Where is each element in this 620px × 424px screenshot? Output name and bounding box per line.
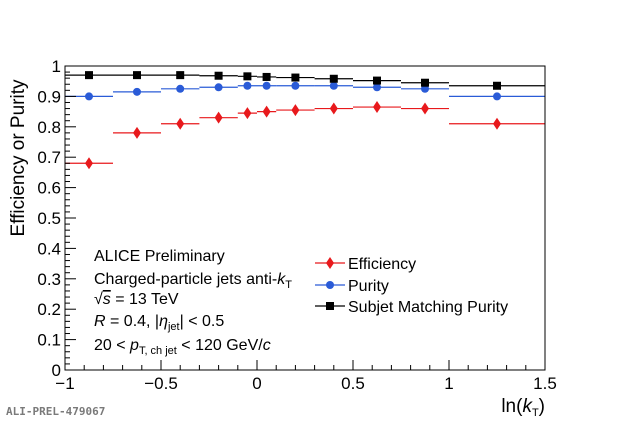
- data-point: [214, 83, 223, 92]
- data-point: [85, 71, 93, 80]
- data-point: [373, 101, 381, 114]
- info-line-pt: 20 < pT, ch jet < 120 GeV/c: [94, 337, 271, 357]
- data-point: [421, 84, 429, 93]
- data-point: [214, 71, 223, 80]
- data-point: [133, 87, 141, 96]
- info-text-block: ALICE Preliminary Charged-particle jets …: [94, 248, 292, 357]
- data-point: [176, 84, 185, 93]
- info-line-collaboration: ALICE Preliminary: [94, 248, 225, 265]
- data-point: [176, 117, 185, 130]
- y-tick-label: 0.7: [37, 148, 61, 167]
- legend-entry-purity: Purity: [315, 278, 389, 295]
- legend-label-subjet: Subjet Matching Purity: [348, 299, 508, 316]
- legend-marker-efficiency: [326, 257, 334, 269]
- series-efficiency: [65, 101, 545, 170]
- data-point: [493, 92, 501, 101]
- data-point: [133, 126, 141, 139]
- data-point: [329, 81, 338, 90]
- data-point: [291, 73, 300, 82]
- legend-label-purity: Purity: [348, 278, 389, 295]
- data-point: [373, 76, 381, 85]
- legend: Efficiency Purity Subjet Matching Purity: [315, 256, 508, 316]
- x-tick-label: 1: [444, 374, 453, 393]
- preliminary-credit: ALI-PREL-479067: [6, 405, 106, 418]
- axes: [64, 65, 546, 371]
- x-tick-label: 0.5: [341, 374, 365, 393]
- data-point: [85, 92, 93, 101]
- data-point: [291, 81, 300, 90]
- legend-entry-efficiency: Efficiency: [315, 256, 416, 273]
- y-tick-label: 0.3: [37, 270, 61, 289]
- y-tick-label: 0.1: [37, 331, 61, 350]
- tick-labels: −1 −0.5 0 0.5 1 1.5 0 0.1 0.2 0.3 0.4 0.5 0.6 0.7 0.8 0…: [37, 57, 556, 393]
- info-line-energy: √s = 13 TeV: [94, 291, 179, 308]
- x-tick-label: −0.5: [144, 374, 178, 393]
- legend-marker-purity: [326, 281, 334, 289]
- data-point: [329, 102, 338, 115]
- x-tick-label: 0: [252, 374, 261, 393]
- data-point: [421, 78, 429, 87]
- data-point: [373, 83, 381, 92]
- y-tick-label: 0.8: [37, 118, 61, 137]
- data-point: [493, 117, 501, 130]
- data-point: [243, 81, 252, 90]
- legend-label-efficiency: Efficiency: [348, 256, 416, 273]
- legend-marker-subjet: [326, 302, 334, 310]
- x-axis-title: ln(kT): [501, 396, 545, 419]
- data-point: [133, 71, 141, 80]
- data-point: [243, 72, 252, 81]
- data-point: [176, 71, 185, 80]
- info-line-radius: R = 0.4, |ηjet| < 0.5: [94, 313, 224, 333]
- legend-entry-subjet-matching-purity: Subjet Matching Purity: [315, 299, 508, 316]
- y-tick-label: 0.9: [37, 87, 61, 106]
- data-point: [85, 157, 93, 170]
- data-point: [421, 102, 429, 115]
- x-tick-label: −1: [55, 374, 74, 393]
- data-point: [329, 74, 338, 83]
- series-subjet-matching-purity: [65, 71, 545, 90]
- data-point: [262, 72, 271, 81]
- series-purity: [65, 81, 545, 101]
- data-marks: [65, 71, 545, 170]
- y-tick-label: 0.5: [37, 209, 61, 228]
- info-line-jets: Charged-particle jets anti-kT: [94, 271, 292, 291]
- data-point: [262, 105, 271, 118]
- data-point: [291, 104, 300, 117]
- y-tick-label: 0.2: [37, 300, 61, 319]
- data-point: [493, 81, 501, 90]
- x-tick-label: 1.5: [533, 374, 557, 393]
- data-point: [262, 81, 271, 90]
- y-axis-title: Efficiency or Purity: [8, 79, 29, 236]
- y-tick-label: 0.4: [37, 239, 61, 258]
- data-point: [214, 111, 223, 124]
- y-tick-label: 1: [52, 57, 61, 76]
- y-tick-label: 0: [52, 361, 61, 380]
- y-tick-label: 0.6: [37, 179, 61, 198]
- data-point: [243, 107, 252, 120]
